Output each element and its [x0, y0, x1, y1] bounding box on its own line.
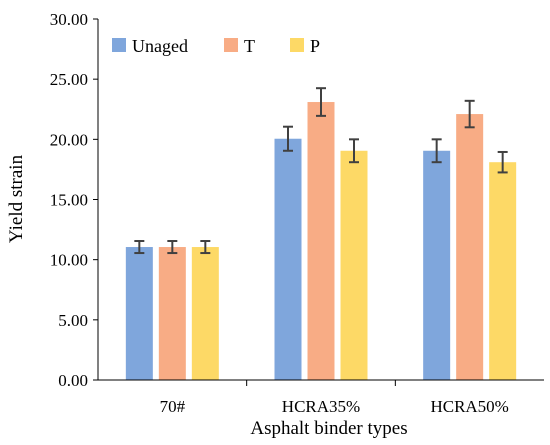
x-tick-labels-layer: 70# HCRA35% HCRA50%: [160, 397, 509, 416]
bar-t-2: [456, 114, 484, 381]
x-tick-label-1: HCRA35%: [282, 397, 360, 416]
legend-label-p: P: [310, 36, 320, 56]
x-tick-label-0: 70#: [160, 397, 186, 416]
legend-label-unaged: Unaged: [132, 36, 188, 56]
x-tick-label-2: HCRA50%: [430, 397, 508, 416]
error-bars-layer: [134, 87, 508, 255]
bar-unaged-0: [125, 247, 153, 380]
y-ticks-layer: 0.00 5.00 10.00 15.00 20.00 25.00 30.00: [50, 10, 98, 390]
x-axis-title: Asphalt binder types: [250, 418, 407, 439]
bar-unaged-2: [423, 150, 451, 380]
y-tick-label-1: 5.00: [58, 311, 88, 330]
bar-unaged-1: [274, 138, 302, 380]
y-tick-label-6: 30.00: [50, 10, 88, 29]
bar-p-1: [340, 150, 368, 380]
y-axis-title: Yield strain: [6, 154, 27, 243]
y-tick-label-4: 20.00: [50, 130, 88, 149]
legend-swatch-unaged: [112, 38, 126, 52]
y-tick-label-2: 10.00: [50, 251, 88, 270]
legend-swatch-p: [290, 38, 304, 52]
y-tick-label-3: 15.00: [50, 191, 88, 210]
bar-p-0: [191, 247, 219, 380]
y-tick-label-5: 25.00: [50, 70, 88, 89]
bar-t-1: [307, 102, 335, 380]
y-tick-label-0: 0.00: [58, 371, 88, 390]
legend-swatch-t: [224, 38, 238, 52]
bar-t-0: [158, 247, 186, 380]
legend: Unaged T P: [112, 36, 320, 56]
legend-label-t: T: [244, 36, 255, 56]
bar-p-2: [489, 162, 517, 380]
bars-layer: [125, 102, 517, 381]
